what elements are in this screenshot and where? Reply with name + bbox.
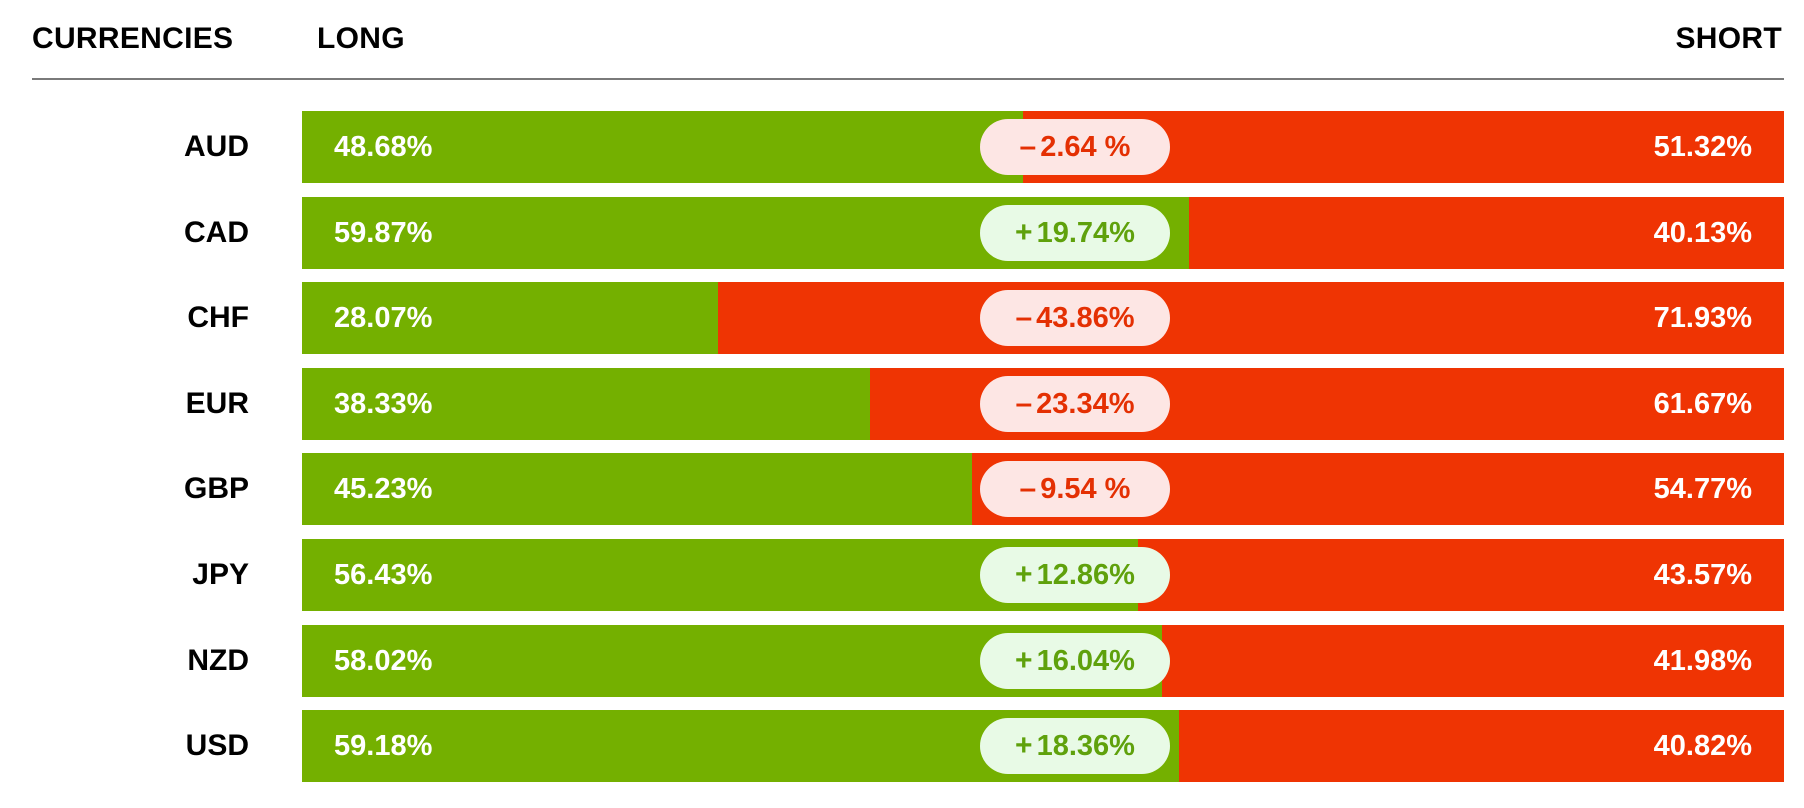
long-percent-label: 28.07% <box>334 302 433 334</box>
net-change-value: 43.86% <box>1036 301 1135 334</box>
long-bar <box>302 282 718 354</box>
long-bar <box>302 453 973 525</box>
net-change-badge: –43.86% <box>980 290 1170 346</box>
long-percent-label: 56.43% <box>334 559 433 591</box>
currency-label: GBP <box>183 472 249 505</box>
currency-row-usd: USD 59.18% 40.82% +18.36% <box>0 710 1804 782</box>
net-change-badge: +19.74% <box>980 205 1170 261</box>
currencies-header: CURRENCIES <box>32 22 234 55</box>
currency-row-chf: CHF 28.07% 71.93% –43.86% <box>0 282 1804 354</box>
net-change-value: 16.04% <box>1036 644 1135 677</box>
minus-icon: – <box>1015 301 1033 334</box>
short-percent-label: 51.32% <box>1653 131 1752 163</box>
minus-icon: – <box>1019 130 1037 163</box>
currency-row-cad: CAD 59.87% 40.13% +19.74% <box>0 197 1804 269</box>
net-change-value: 23.34% <box>1036 387 1135 420</box>
plus-icon: + <box>1015 644 1033 677</box>
currency-row-nzd: NZD 58.02% 41.98% +16.04% <box>0 625 1804 697</box>
net-change-value: 18.36% <box>1036 729 1135 762</box>
long-percent-label: 59.87% <box>334 217 433 249</box>
short-bar: 58.02% 41.98% +16.04% <box>302 625 1784 697</box>
long-percent-label: 38.33% <box>334 388 433 420</box>
short-percent-label: 54.77% <box>1653 473 1752 505</box>
currency-label: USD <box>185 729 249 762</box>
short-bar: 38.33% 61.67% –23.34% <box>302 368 1784 440</box>
currency-label: NZD <box>187 644 249 677</box>
currency-row-jpy: JPY 56.43% 43.57% +12.86% <box>0 539 1804 611</box>
plus-icon: + <box>1015 729 1033 762</box>
net-change-badge: –9.54 % <box>980 461 1170 517</box>
long-percent-label: 59.18% <box>334 730 433 762</box>
long-bar <box>302 368 871 440</box>
currency-label: EUR <box>185 387 249 420</box>
short-percent-label: 43.57% <box>1653 559 1752 591</box>
short-percent-label: 40.13% <box>1653 217 1752 249</box>
net-change-badge: –23.34% <box>980 376 1170 432</box>
minus-icon: – <box>1015 387 1033 420</box>
long-percent-label: 58.02% <box>334 645 433 677</box>
long-percent-label: 48.68% <box>334 131 433 163</box>
long-percent-label: 45.23% <box>334 473 433 505</box>
short-bar: 45.23% 54.77% –9.54 % <box>302 453 1784 525</box>
short-bar: 59.18% 40.82% +18.36% <box>302 710 1784 782</box>
net-change-value: 2.64 % <box>1040 130 1131 163</box>
short-bar: 59.87% 40.13% +19.74% <box>302 197 1784 269</box>
long-bar <box>302 111 1024 183</box>
short-bar: 48.68% 51.32% –2.64 % <box>302 111 1784 183</box>
net-change-value: 12.86% <box>1036 558 1135 591</box>
net-change-value: 19.74% <box>1036 216 1135 249</box>
currency-label: JPY <box>192 558 249 591</box>
short-bar: 28.07% 71.93% –43.86% <box>302 282 1784 354</box>
long-header: LONG <box>317 22 405 55</box>
short-percent-label: 41.98% <box>1653 645 1752 677</box>
short-percent-label: 40.82% <box>1653 730 1752 762</box>
short-bar: 56.43% 43.57% +12.86% <box>302 539 1784 611</box>
plus-icon: + <box>1015 216 1033 249</box>
net-change-badge: +16.04% <box>980 633 1170 689</box>
header-divider <box>32 78 1784 80</box>
currency-row-aud: AUD 48.68% 51.32% –2.64 % <box>0 111 1804 183</box>
net-change-badge: +18.36% <box>980 718 1170 774</box>
short-percent-label: 61.67% <box>1653 388 1752 420</box>
minus-icon: – <box>1019 472 1037 505</box>
currency-row-eur: EUR 38.33% 61.67% –23.34% <box>0 368 1804 440</box>
net-change-badge: –2.64 % <box>980 119 1170 175</box>
currency-label: CHF <box>187 301 249 334</box>
currency-label: AUD <box>184 130 249 163</box>
net-change-badge: +12.86% <box>980 547 1170 603</box>
plus-icon: + <box>1015 558 1033 591</box>
net-change-value: 9.54 % <box>1040 472 1131 505</box>
short-percent-label: 71.93% <box>1653 302 1752 334</box>
currency-row-gbp: GBP 45.23% 54.77% –9.54 % <box>0 453 1804 525</box>
currency-label: CAD <box>184 216 249 249</box>
short-header: SHORT <box>1675 22 1782 55</box>
